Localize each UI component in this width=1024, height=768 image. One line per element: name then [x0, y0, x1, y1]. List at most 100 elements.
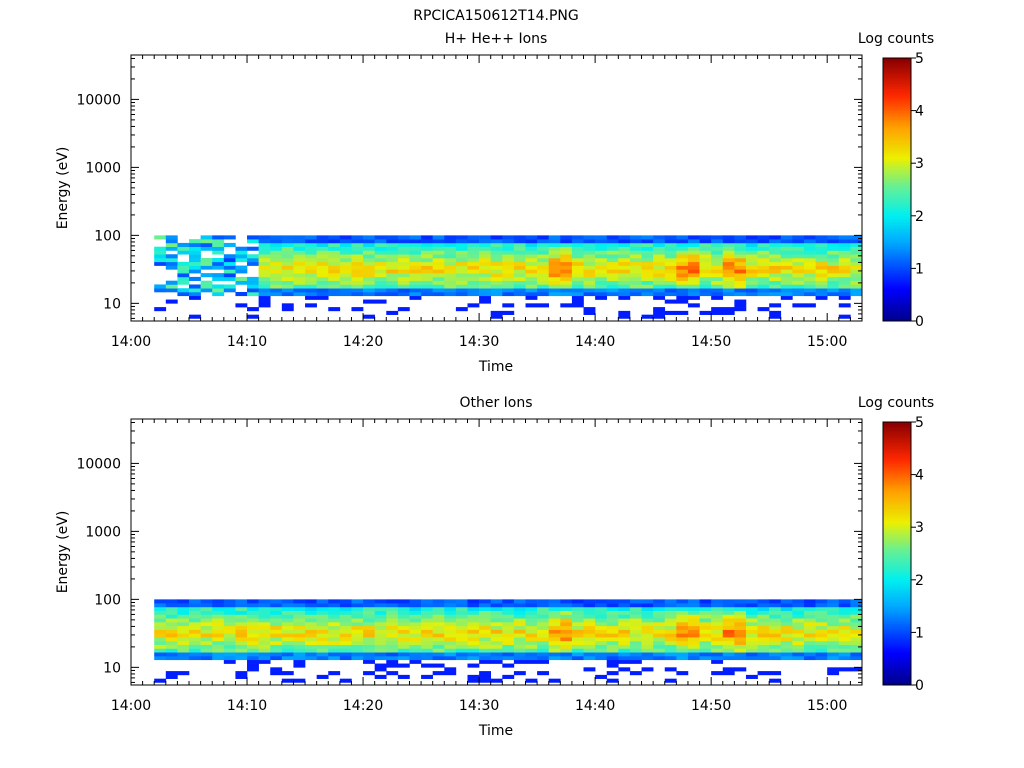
heatmap-cell — [711, 629, 724, 634]
heatmap-cell — [629, 280, 642, 285]
heatmap-cell — [664, 614, 677, 619]
heatmap-cell — [815, 295, 828, 300]
heatmap-cell — [421, 269, 433, 274]
heatmap-cell — [421, 242, 433, 247]
heatmap-cell — [792, 242, 805, 247]
heatmap-cell — [757, 250, 770, 255]
heatmap-cell — [189, 258, 201, 263]
heatmap-cell — [734, 648, 747, 653]
heatmap-cell — [722, 606, 735, 611]
colorbar-segment — [883, 165, 911, 168]
heatmap-cell — [664, 637, 677, 642]
heatmap-cell — [397, 656, 410, 661]
heatmap-cell — [560, 280, 573, 285]
heatmap-cell — [606, 656, 619, 661]
heatmap-cell — [235, 603, 248, 608]
colorbar-segment — [883, 621, 911, 625]
heatmap-cell — [223, 610, 236, 615]
heatmap-cell — [618, 242, 631, 247]
heatmap-cell — [769, 288, 782, 293]
heatmap-cell — [780, 640, 793, 645]
heatmap-cell — [339, 258, 352, 263]
heatmap-cell — [467, 261, 480, 266]
heatmap-cell — [595, 625, 608, 630]
heatmap-cell — [281, 678, 294, 683]
heatmap-cell — [177, 656, 190, 661]
heatmap-cell — [270, 667, 283, 672]
colorbar-segment — [883, 237, 911, 241]
heatmap-cell — [305, 633, 317, 638]
heatmap-cell — [223, 637, 236, 642]
x-tick-label: 15:00 — [807, 698, 847, 714]
colorbar-segment — [883, 441, 911, 445]
heatmap-cell — [525, 295, 538, 300]
colorbar-segment — [883, 542, 911, 546]
heatmap-cell — [409, 648, 422, 653]
heatmap-cell — [595, 261, 608, 266]
heatmap-cell — [270, 242, 283, 247]
heatmap-cell — [328, 606, 341, 611]
heatmap-cell — [711, 614, 724, 619]
heatmap-cell — [490, 269, 503, 274]
heatmap-cell — [165, 618, 178, 623]
heatmap-cell — [850, 258, 863, 263]
heatmap-cell — [618, 603, 631, 608]
heatmap-cell — [247, 288, 259, 293]
heatmap-cell — [316, 622, 329, 627]
heatmap-cell — [595, 644, 608, 649]
heatmap-cell — [374, 276, 387, 281]
heatmap-cell — [154, 610, 167, 615]
colorbar-segment — [883, 540, 911, 543]
heatmap-cell — [525, 644, 538, 649]
colorbar-segment — [883, 156, 911, 160]
heatmap-cell — [316, 284, 329, 289]
heatmap-cell — [537, 303, 550, 308]
heatmap-cell — [537, 235, 550, 240]
heatmap-cell — [850, 254, 863, 259]
heatmap-cell — [629, 269, 642, 274]
heatmap-cell — [339, 599, 352, 604]
heatmap-cell — [571, 284, 584, 289]
heatmap-cell — [780, 618, 793, 623]
heatmap-cell — [734, 269, 747, 274]
heatmap-cell — [792, 303, 805, 308]
heatmap-cell — [247, 652, 259, 657]
colorbar-tick-label: 1 — [915, 261, 924, 277]
heatmap-cell — [815, 652, 828, 657]
heatmap-cell — [711, 603, 724, 608]
heatmap-cell — [165, 640, 178, 645]
heatmap-cell — [757, 648, 770, 653]
heatmap-cell — [467, 280, 480, 285]
heatmap-cell — [653, 622, 666, 627]
heatmap-cell — [444, 633, 457, 638]
heatmap-cell — [235, 265, 248, 270]
heatmap-cell — [479, 640, 491, 645]
heatmap-cell — [548, 603, 561, 608]
heatmap-cell — [467, 606, 480, 611]
heatmap-cell — [247, 633, 259, 638]
heatmap-cell — [223, 265, 236, 270]
heatmap-cell — [409, 273, 422, 278]
heatmap-cell — [513, 265, 526, 270]
heatmap-cell — [513, 640, 526, 645]
heatmap-cell — [421, 614, 433, 619]
heatmap-cell — [177, 269, 190, 274]
heatmap-cell — [339, 637, 352, 642]
heatmap-cell — [432, 261, 445, 266]
heatmap-cell — [374, 288, 387, 293]
heatmap-cell — [479, 269, 491, 274]
colorbar-segment — [883, 625, 911, 629]
heatmap-cell — [780, 625, 793, 630]
heatmap-cell — [745, 656, 758, 661]
heatmap-cell — [328, 261, 341, 266]
colorbar-segment — [883, 248, 911, 252]
heatmap-cell — [769, 265, 782, 270]
heatmap-cell — [583, 603, 596, 608]
heatmap-cell — [641, 235, 654, 240]
heatmap-cell — [409, 603, 422, 608]
colorbar-segment — [883, 264, 911, 267]
heatmap-cell — [595, 269, 608, 274]
heatmap-cell — [432, 254, 445, 259]
heatmap-cell — [479, 656, 491, 661]
heatmap-cell — [316, 258, 329, 263]
